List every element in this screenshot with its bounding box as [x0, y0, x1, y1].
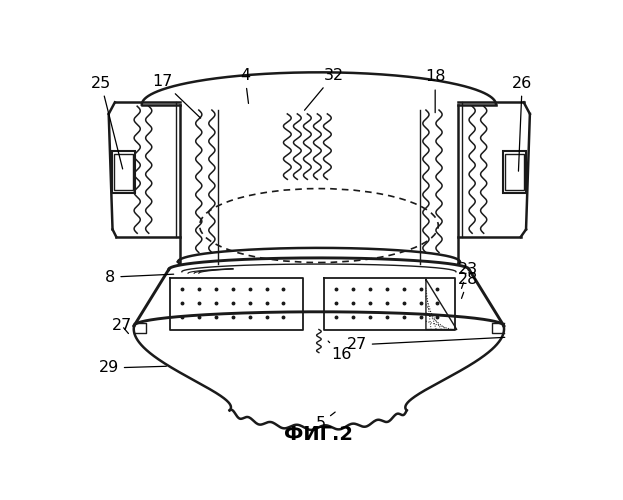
Text: ФИГ.2: ФИГ.2	[285, 426, 353, 444]
Text: 17: 17	[153, 74, 201, 118]
Text: 26: 26	[512, 76, 532, 171]
Text: 5: 5	[315, 412, 335, 431]
Text: 8: 8	[105, 270, 174, 284]
Text: 32: 32	[305, 68, 344, 110]
Bar	[112, 151, 135, 193]
Text: 16: 16	[328, 341, 351, 362]
Text: 4: 4	[240, 68, 250, 104]
Text: 27: 27	[346, 338, 505, 352]
Bar	[114, 154, 133, 190]
Text: 18: 18	[425, 70, 445, 112]
Bar	[505, 154, 524, 190]
Text: 28: 28	[458, 272, 478, 298]
Text: 23: 23	[459, 262, 478, 288]
Text: 29: 29	[98, 360, 166, 376]
Bar	[503, 151, 526, 193]
Text: 25: 25	[91, 76, 123, 169]
Text: 27: 27	[112, 318, 132, 334]
